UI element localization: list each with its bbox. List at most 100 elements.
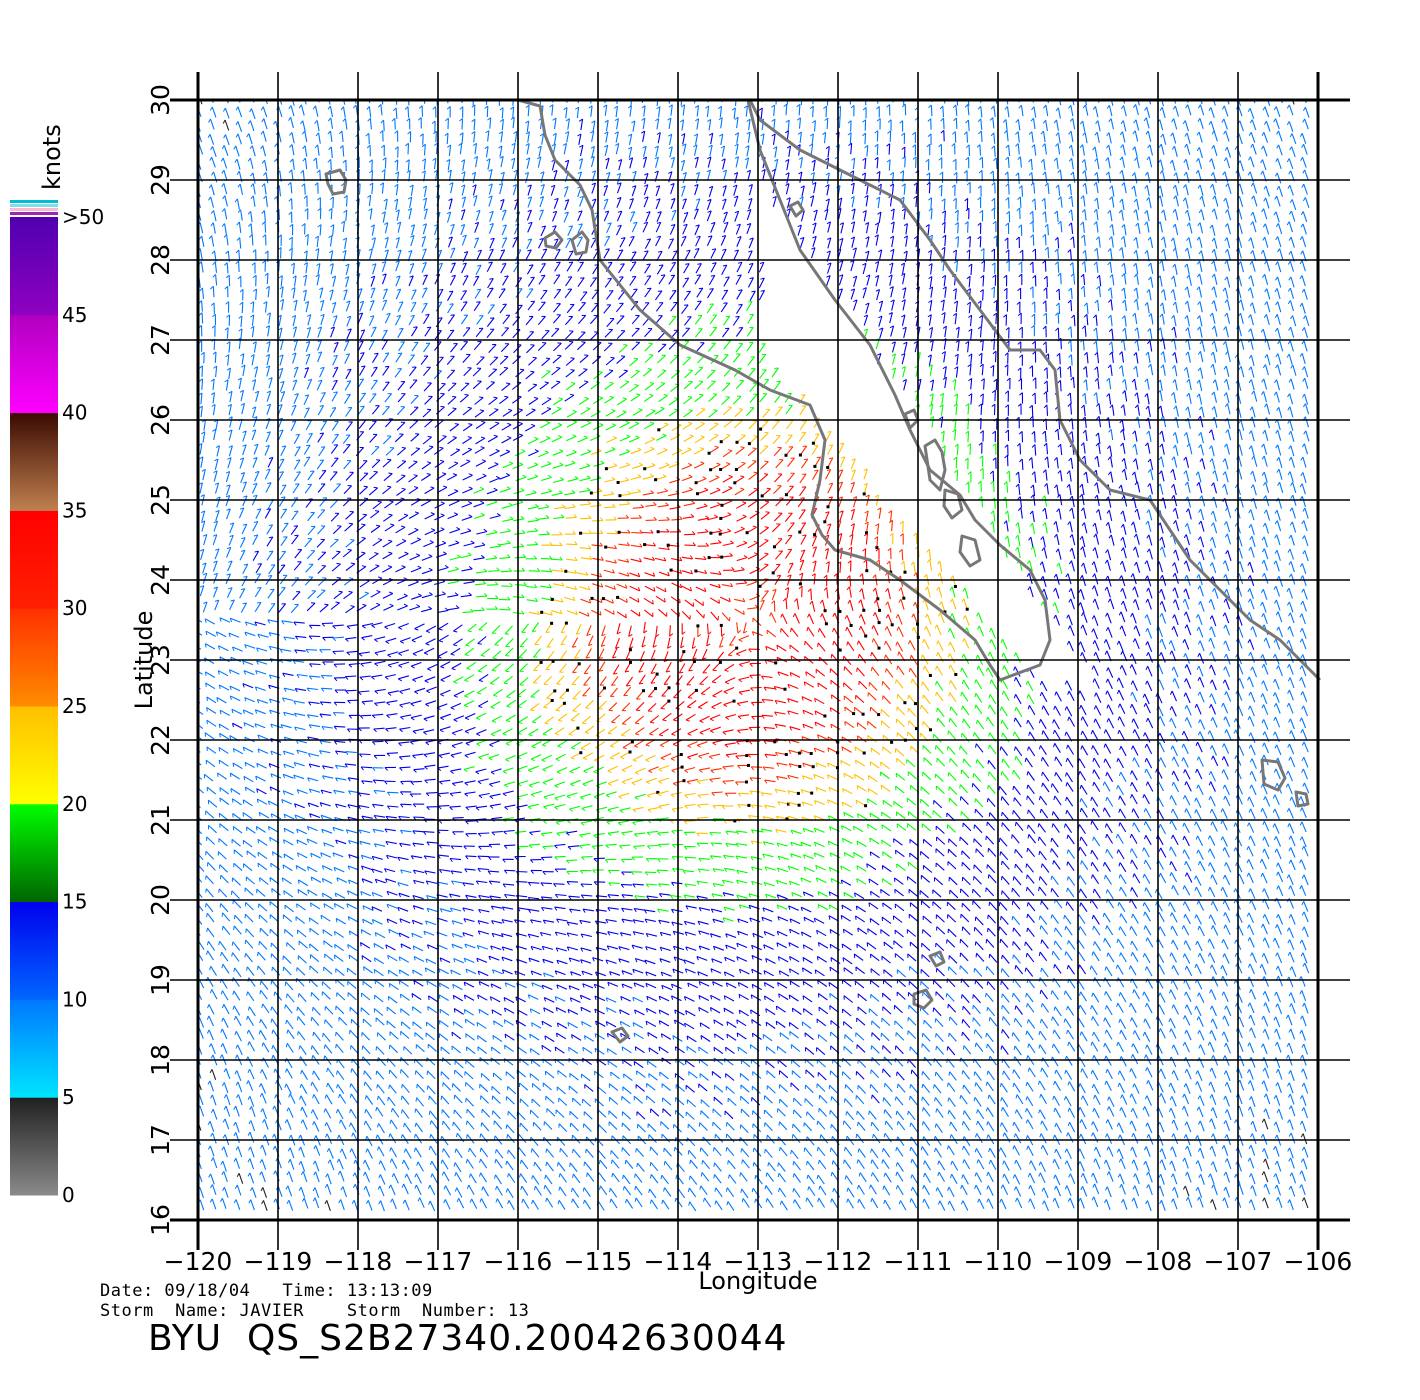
rain-flag bbox=[553, 689, 556, 692]
wind-barb bbox=[219, 685, 229, 690]
wind-barb bbox=[233, 942, 240, 951]
wind-barb bbox=[438, 436, 447, 443]
wind-barb-flag bbox=[195, 1005, 197, 1009]
wind-barb bbox=[358, 406, 365, 415]
wind-barb bbox=[452, 1046, 461, 1053]
wind-barb-flag bbox=[545, 451, 549, 453]
wind-barb bbox=[515, 831, 526, 832]
wind-barb bbox=[398, 382, 405, 391]
wind-barb bbox=[369, 554, 378, 560]
wind-barb-flag bbox=[295, 484, 299, 485]
wind-barb bbox=[416, 1109, 423, 1118]
wind-barb bbox=[451, 263, 456, 273]
wind-barb-flag bbox=[544, 797, 547, 799]
wind-barb bbox=[227, 588, 232, 598]
wind-barb-flag bbox=[459, 92, 462, 95]
wind-barb-flag bbox=[327, 1148, 329, 1152]
wind-barb bbox=[255, 602, 261, 611]
wind-barb bbox=[259, 915, 267, 923]
wind-barb-flag bbox=[538, 95, 541, 98]
wind-barb-flag bbox=[220, 1055, 222, 1059]
wind-barb bbox=[567, 422, 577, 427]
wind-barb-flag bbox=[321, 447, 325, 448]
wind-barb bbox=[416, 1123, 422, 1132]
wind-barb bbox=[386, 199, 388, 210]
wind-barb bbox=[396, 353, 402, 362]
wind-barb-flag bbox=[452, 733, 456, 735]
wind-barb-flag bbox=[268, 576, 272, 577]
wind-barb-flag bbox=[235, 1031, 236, 1035]
wind-barb-flag bbox=[361, 664, 364, 667]
wind-barb bbox=[359, 420, 366, 429]
wind-barb bbox=[528, 439, 538, 444]
wind-barb-flag bbox=[209, 1174, 211, 1178]
wind-barb bbox=[261, 1019, 267, 1028]
wind-barb-flag bbox=[416, 448, 420, 449]
wind-barb-flag bbox=[234, 1158, 236, 1162]
wind-barb bbox=[325, 1020, 332, 1028]
wind-barb bbox=[448, 491, 458, 496]
wind-barb bbox=[202, 313, 203, 324]
wind-barb-flag bbox=[573, 410, 577, 411]
wind-barb bbox=[287, 1120, 291, 1130]
wind-barb bbox=[390, 1045, 398, 1053]
wind-barb-flag bbox=[289, 106, 291, 109]
wind-barb-flag bbox=[376, 1071, 377, 1075]
wind-barb bbox=[474, 558, 485, 560]
wind-barb-flag bbox=[362, 538, 366, 539]
wind-barb bbox=[347, 196, 348, 207]
wind-barb bbox=[501, 264, 506, 274]
wind-barb bbox=[462, 612, 473, 613]
wind-barb-flag bbox=[550, 91, 553, 94]
wind-barb bbox=[411, 856, 422, 858]
wind-barb bbox=[413, 843, 424, 844]
wind-barb-flag bbox=[364, 967, 365, 971]
wind-barb bbox=[330, 472, 337, 481]
wind-barb-flag bbox=[208, 1146, 210, 1150]
wind-barb bbox=[566, 559, 577, 560]
wind-barb bbox=[284, 891, 293, 897]
wind-barb bbox=[411, 568, 421, 572]
wind-barb bbox=[529, 358, 537, 365]
wind-barb bbox=[475, 448, 485, 454]
wind-barb bbox=[206, 876, 213, 884]
wind-barb bbox=[301, 1161, 305, 1171]
wind-barb bbox=[319, 471, 326, 480]
wind-barb bbox=[207, 837, 215, 845]
wind-barb bbox=[422, 581, 432, 585]
wind-barb bbox=[544, 794, 555, 797]
wind-barb-flag bbox=[208, 1121, 210, 1125]
wind-barb-flag bbox=[390, 1148, 391, 1152]
wind-barb bbox=[387, 919, 397, 924]
wind-barb bbox=[544, 804, 555, 807]
wind-barb-flag bbox=[222, 224, 225, 227]
wind-barb bbox=[540, 383, 549, 390]
wind-barb-flag bbox=[455, 567, 458, 569]
wind-barb bbox=[502, 238, 507, 248]
wind-barb bbox=[255, 574, 261, 583]
wind-barb-flag bbox=[522, 530, 525, 533]
wind-barb-flag bbox=[336, 602, 340, 603]
wind-barb-flag bbox=[339, 131, 342, 134]
wind-barb bbox=[308, 526, 315, 534]
wind-barb bbox=[543, 779, 553, 783]
wind-barb bbox=[411, 701, 422, 704]
wind-barb-flag bbox=[496, 476, 500, 478]
wind-barb bbox=[320, 702, 331, 703]
wind-barb-flag bbox=[489, 784, 492, 786]
wind-barb bbox=[251, 1147, 255, 1157]
wind-barb-flag bbox=[210, 157, 212, 161]
wind-barb-flag bbox=[400, 641, 404, 643]
wind-barb-flag bbox=[544, 707, 548, 708]
wind-barb-flag bbox=[479, 397, 483, 398]
wind-barb bbox=[431, 1134, 437, 1143]
wind-barb-flag bbox=[484, 569, 487, 572]
wind-barb bbox=[424, 447, 433, 454]
wind-barb bbox=[493, 1096, 501, 1104]
wind-barb-flag bbox=[270, 589, 274, 590]
wind-barb-flag bbox=[262, 1043, 263, 1047]
wind-barb bbox=[435, 421, 443, 428]
wind-barb-flag bbox=[546, 515, 549, 518]
wind-barb bbox=[317, 460, 323, 469]
wind-barb bbox=[423, 832, 434, 833]
